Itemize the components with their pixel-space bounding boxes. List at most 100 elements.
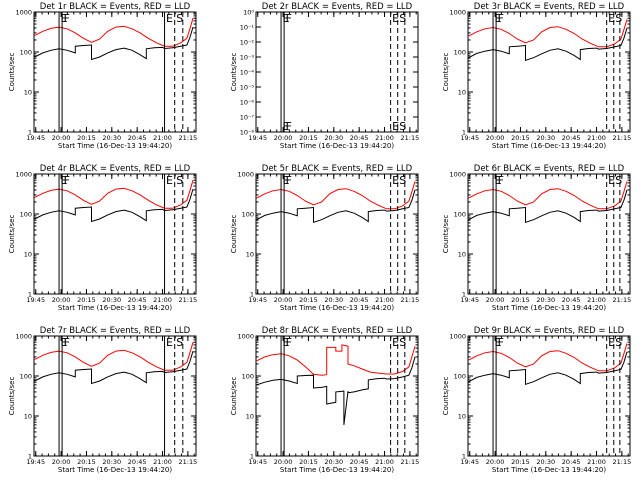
x-tick-label: 19:45: [26, 134, 45, 142]
x-tick-label: 20:00: [486, 296, 505, 304]
series-group: [256, 344, 416, 425]
series-group: [256, 181, 416, 223]
marker-label-top: F: [64, 12, 70, 25]
y-tick-label: 1: [28, 129, 32, 137]
marker-label-top: E: [283, 12, 290, 25]
y-tick-label: 100: [454, 211, 466, 219]
plot-frame: [255, 335, 419, 457]
y-tick-label: 10⁻⁷: [240, 114, 255, 122]
plot-frame: [33, 335, 197, 457]
lld-series-line: [34, 180, 194, 209]
y-tick-label: 1000: [449, 333, 466, 341]
y-tick-label: 10⁻³: [240, 54, 255, 62]
series-group: [468, 181, 628, 223]
marker-label-top: E: [166, 12, 173, 25]
y-tick-label: 10: [24, 251, 32, 259]
marker-label-top: E: [495, 12, 502, 25]
y-axis-label: Counts/sec: [8, 53, 16, 92]
panel-title: Det 9r BLACK = Events, RED = LLD: [474, 326, 625, 336]
x-axis-label: Start Time (16-Dec-13 19:44:20): [58, 304, 172, 312]
x-tick-label: 20:15: [299, 296, 318, 304]
panel-title: Det 8r BLACK = Events, RED = LLD: [262, 326, 413, 336]
x-tick-label: 21:15: [401, 296, 420, 304]
x-axis-label: Start Time (16-Dec-13 19:44:20): [58, 466, 172, 474]
marker-label-top: F: [498, 174, 504, 187]
marker-label-top: E: [61, 12, 68, 25]
panel-det-2: Det 2r BLACK = Events, RED = LLDEEFFEESS…: [230, 2, 419, 150]
y-tick-label: 10: [458, 251, 466, 259]
y-tick-label: 10: [24, 89, 32, 97]
x-tick-label: 19:45: [248, 296, 267, 304]
y-tick-label: 10⁻⁸: [240, 129, 255, 137]
marker-label-bottom: F: [286, 120, 292, 133]
x-axis-label: Start Time (16-Dec-13 19:44:20): [280, 304, 394, 312]
y-tick-label: 10⁻⁴: [240, 69, 255, 77]
x-tick-label: 20:30: [102, 458, 121, 466]
y-tick-label: 10: [24, 413, 32, 421]
events-series-line: [256, 356, 416, 425]
x-tick-label: 19:45: [460, 134, 479, 142]
marker-label-bottom: E: [392, 120, 399, 133]
marker-label-top: S: [399, 336, 406, 349]
series-group: [468, 343, 628, 385]
y-tick-label: 10⁻²: [240, 39, 255, 47]
marker-label-top: E: [495, 336, 502, 349]
y-axis-label: Counts/sec: [8, 215, 16, 254]
y-tick-label: 10: [458, 413, 466, 421]
x-tick-label: 20:45: [128, 134, 147, 142]
lld-series-line: [256, 344, 416, 376]
y-tick-label: 100: [242, 373, 254, 381]
y-axis-label: Counts/sec: [8, 377, 16, 416]
x-tick-label: 20:15: [77, 134, 96, 142]
marker-label-top: F: [286, 174, 292, 187]
marker-label-top: S: [399, 174, 406, 187]
x-tick-label: 20:15: [511, 296, 530, 304]
x-tick-label: 21:15: [613, 134, 632, 142]
x-axis-label: Start Time (16-Dec-13 19:44:20): [280, 466, 394, 474]
x-tick-label: 21:15: [179, 134, 198, 142]
lld-series-line: [468, 19, 628, 48]
x-tick-label: 20:45: [128, 296, 147, 304]
x-tick-label: 20:30: [102, 296, 121, 304]
x-tick-label: 20:00: [274, 458, 293, 466]
y-tick-label: 100: [454, 373, 466, 381]
x-tick-label: 20:00: [52, 134, 71, 142]
marker-label-top: E: [608, 12, 615, 25]
marker-label-top: F: [498, 12, 504, 25]
x-axis-label: Start Time (16-Dec-13 19:44:20): [58, 142, 172, 150]
x-tick-label: 20:15: [77, 296, 96, 304]
y-tick-label: 10: [458, 89, 466, 97]
x-tick-label: 20:15: [299, 134, 318, 142]
lld-series-line: [34, 342, 194, 371]
y-tick-label: 1000: [449, 9, 466, 17]
y-axis-label: Counts/sec: [230, 215, 238, 254]
x-tick-label: 20:15: [511, 458, 530, 466]
x-tick-label: 20:30: [324, 458, 343, 466]
x-tick-label: 21:00: [375, 458, 394, 466]
x-tick-label: 20:30: [102, 134, 121, 142]
x-tick-label: 19:45: [460, 296, 479, 304]
lld-series-line: [256, 181, 416, 210]
x-tick-label: 21:00: [153, 296, 172, 304]
x-tick-label: 19:45: [248, 458, 267, 466]
series-group: [34, 18, 194, 61]
marker-label-top: E: [495, 174, 502, 187]
y-tick-label: 1000: [15, 9, 32, 17]
y-tick-label: 1: [250, 291, 254, 299]
x-tick-label: 21:00: [587, 134, 606, 142]
x-tick-label: 21:00: [375, 134, 394, 142]
x-tick-label: 20:45: [562, 134, 581, 142]
series-group: [468, 19, 628, 61]
x-tick-label: 20:45: [350, 134, 369, 142]
x-tick-label: 21:15: [179, 296, 198, 304]
x-tick-label: 20:15: [511, 134, 530, 142]
x-tick-label: 21:15: [613, 296, 632, 304]
x-tick-label: 20:30: [536, 458, 555, 466]
x-tick-label: 20:30: [324, 134, 343, 142]
y-tick-label: 1000: [15, 333, 32, 341]
marker-label-top: E: [166, 336, 173, 349]
